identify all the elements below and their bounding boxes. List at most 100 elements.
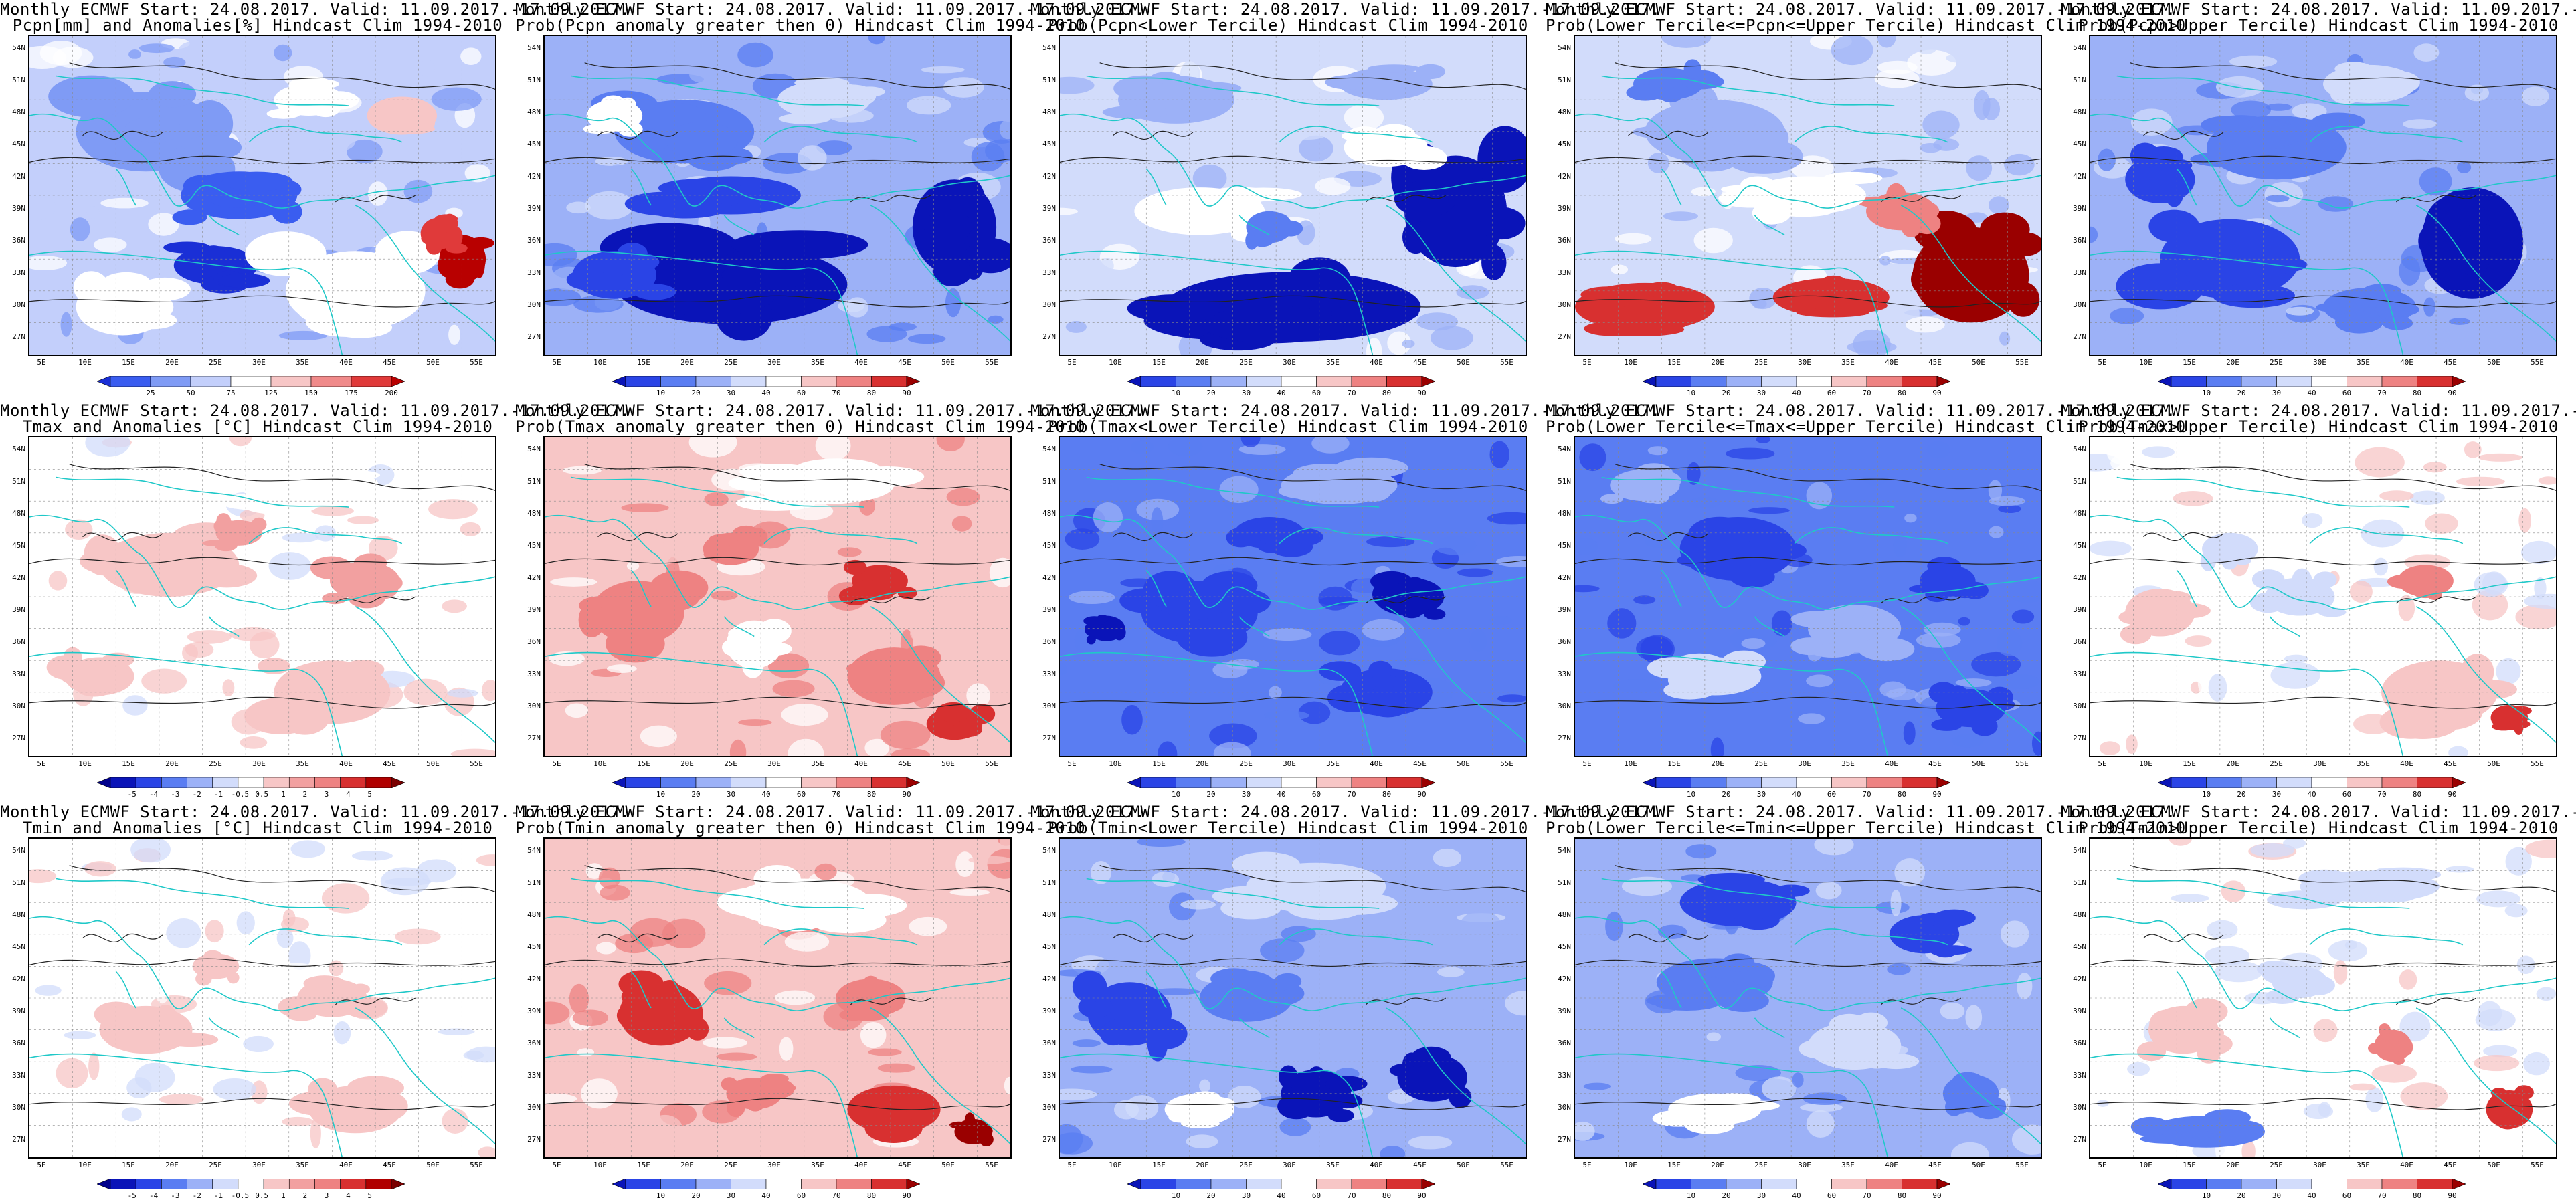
colorbar-arrow-high <box>906 376 920 387</box>
coastline <box>1279 527 1433 544</box>
coastline <box>545 113 824 209</box>
field-texture <box>2515 604 2556 630</box>
isoline <box>597 130 678 140</box>
longitude-tick-label: 55E <box>985 1161 998 1169</box>
field-patch-edge <box>1102 105 1170 119</box>
isoline <box>545 557 1010 566</box>
colorbar-segment <box>2381 777 2417 788</box>
field-texture <box>1269 686 1282 699</box>
longitude-tick-label: 25E <box>724 759 737 768</box>
field-patch-edge <box>778 113 831 124</box>
longitude-tick-label: 40E <box>854 759 868 768</box>
field-texture <box>1069 590 1115 605</box>
field-texture <box>1894 858 1926 887</box>
field-texture <box>127 58 141 71</box>
colorbar-segment <box>340 1179 367 1189</box>
colorbar-tick-label: 70 <box>2377 790 2387 799</box>
latitude-tick-label: 33N <box>1558 1071 1571 1080</box>
field-texture <box>1831 36 1873 66</box>
field-texture <box>1469 629 1487 652</box>
latitude-tick-label: 45N <box>1042 140 1056 148</box>
panel-title-line2: Prob(Tmin anomaly greater then 0) Hindca… <box>515 819 1086 837</box>
field-patch-edge <box>1368 660 1393 679</box>
field-texture <box>1989 526 2004 538</box>
coastline <box>545 1053 858 1157</box>
field-patch-edge <box>1195 1096 1235 1110</box>
longitude-tick-label: 50E <box>1972 358 1985 367</box>
longitude-tick-label: 55E <box>1500 759 1513 768</box>
field-texture <box>2534 577 2547 599</box>
longitude-tick-label: 30E <box>1798 759 1811 768</box>
longitude-tick-label: 55E <box>470 1161 483 1169</box>
isoline <box>597 933 678 942</box>
field-patch-edge <box>2149 1009 2184 1039</box>
colorbar-segment <box>1796 777 1832 788</box>
colorbar-segment <box>2171 777 2207 788</box>
coastline <box>248 126 403 143</box>
colorbar-segment <box>2381 1179 2417 1189</box>
field-texture <box>864 738 890 756</box>
field-texture <box>1408 1136 1453 1150</box>
colorbar-segment <box>1281 777 1317 788</box>
colorbar-tick-label: 60 <box>1827 389 1837 397</box>
field-patch-edge <box>1086 635 1096 645</box>
field-texture <box>662 918 706 949</box>
colorbar-tick-label: 10 <box>656 389 666 397</box>
field-texture <box>2017 973 2033 1000</box>
field-texture <box>1783 850 1827 880</box>
isoline <box>29 295 495 308</box>
colorbar-tick-label: 10 <box>2201 790 2211 799</box>
colorbar-segment <box>2311 777 2347 788</box>
latitude-tick-label: 30N <box>12 300 25 309</box>
isoline <box>597 532 678 541</box>
field-texture <box>1060 338 1099 347</box>
colorbar-segment <box>1316 376 1352 387</box>
latitude-tick-label: 48N <box>12 108 25 116</box>
field-texture <box>2474 1054 2520 1072</box>
latitude-tick-label: 45N <box>1558 140 1571 148</box>
colorbar-arrow-low <box>1643 376 1657 387</box>
field-patch-edge <box>2472 680 2517 699</box>
latitude-tick-label: 33N <box>527 268 541 277</box>
field-patch-edge <box>1102 621 1122 631</box>
field-patch-edge <box>2334 311 2383 334</box>
field-texture <box>367 181 388 206</box>
colorbar-tick-label: 80 <box>1382 1191 1392 1200</box>
field-texture <box>891 748 931 756</box>
field-patch-edge <box>893 1118 919 1142</box>
longitude-tick-label: 40E <box>854 358 868 367</box>
field-patch-edge <box>1307 1066 1326 1088</box>
colorbar-tick-label: 60 <box>1311 1191 1321 1200</box>
forecast-map <box>1574 35 2042 356</box>
field-texture <box>391 505 410 517</box>
field-patch-edge <box>187 100 234 148</box>
latitude-tick-label: 48N <box>527 509 541 518</box>
colorbar-arrow-high <box>391 777 405 788</box>
field-patch-edge <box>721 638 747 657</box>
field-texture <box>439 332 488 343</box>
longitude-tick-label: 5E <box>37 1161 46 1169</box>
longitude-tick-label: 30E <box>252 759 266 768</box>
field-texture <box>968 856 1010 864</box>
field-texture <box>2464 441 2482 458</box>
colorbar-segment <box>1866 1179 1902 1189</box>
latitude-tick-label: 39N <box>2073 605 2086 614</box>
colorbar-segment <box>150 376 191 387</box>
field-texture <box>988 315 1004 324</box>
coastline <box>208 1017 240 1039</box>
field-patch-edge <box>2316 302 2347 312</box>
coastline <box>1900 205 2041 342</box>
colorbar-segment <box>1655 376 1691 387</box>
field-texture <box>2318 196 2354 212</box>
coastline <box>208 215 240 236</box>
field-texture <box>639 845 681 859</box>
field-texture <box>1919 142 1942 153</box>
field-texture <box>419 60 435 77</box>
coastline <box>870 205 1010 342</box>
field-patch-edge <box>386 100 404 116</box>
longitude-tick-label: 35E <box>1326 358 1340 367</box>
colorbar <box>2158 376 2466 387</box>
field-patch-edge <box>1722 650 1766 672</box>
coastline <box>29 916 309 1011</box>
field-patch-edge <box>1143 1018 1188 1049</box>
